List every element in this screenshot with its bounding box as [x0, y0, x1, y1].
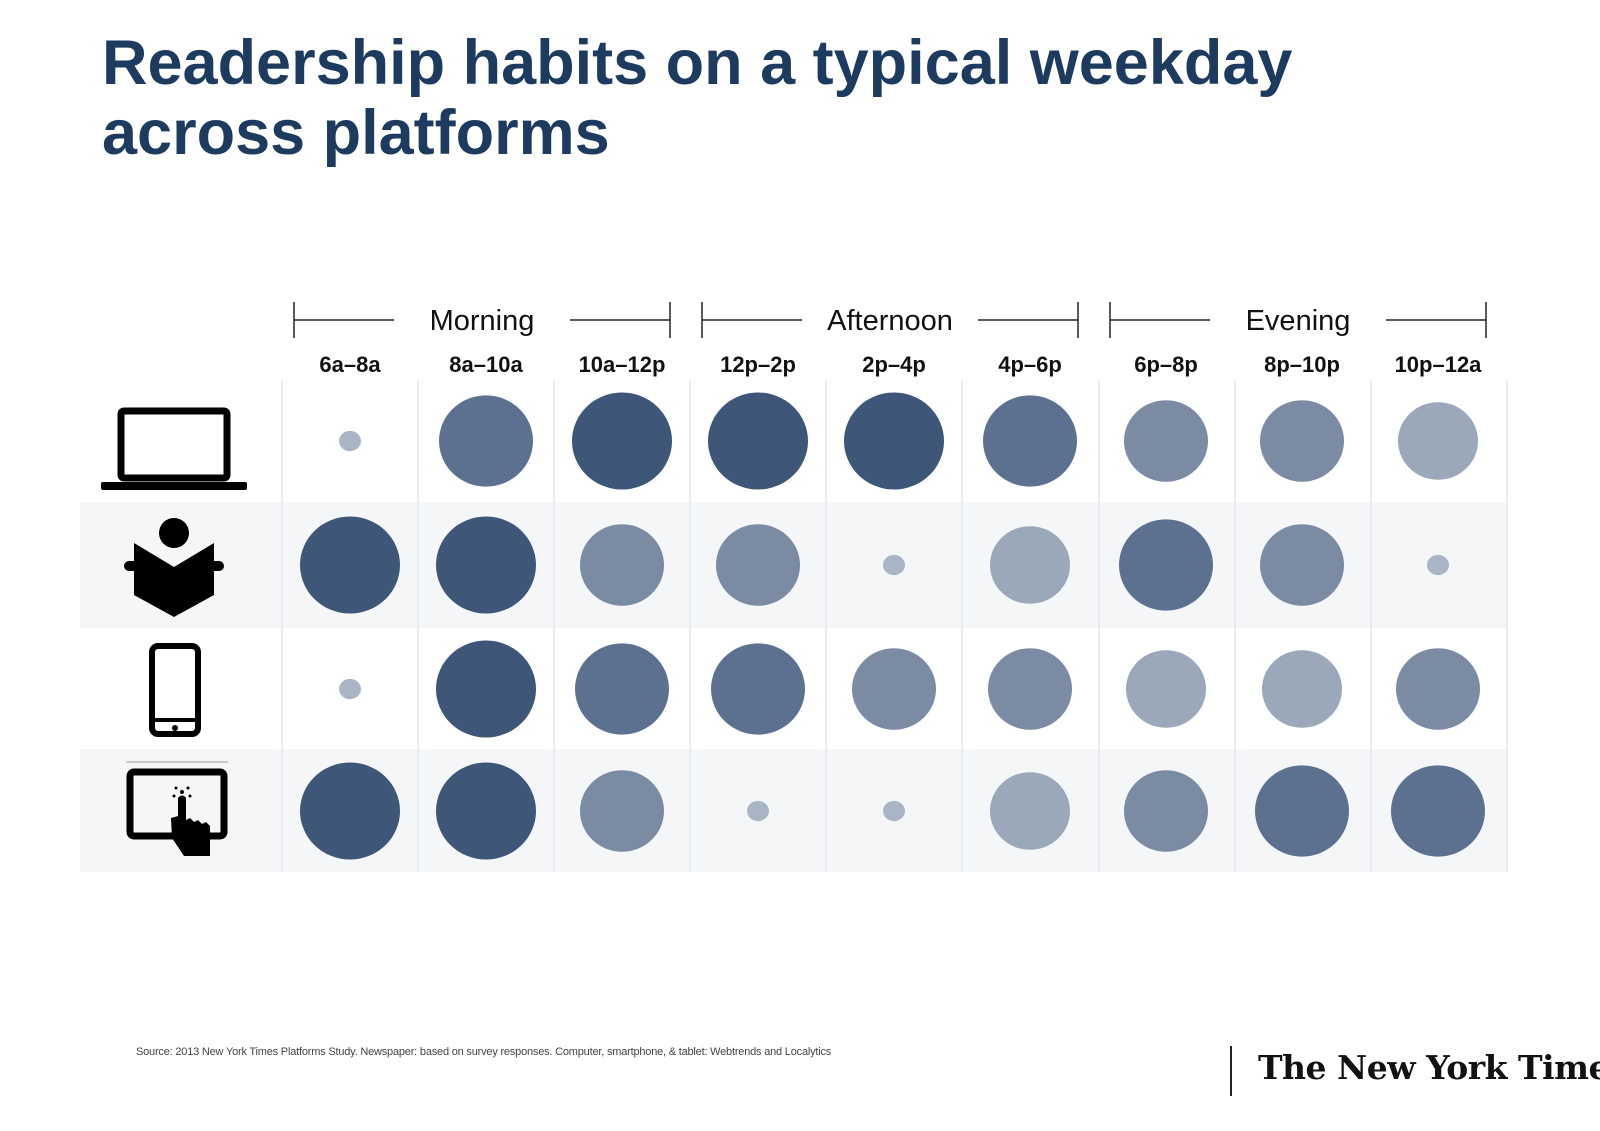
bubble-newspaper-6 [1119, 519, 1213, 611]
bubble-smartphone-2 [575, 643, 669, 735]
bubble-smartphone-6 [1126, 650, 1206, 728]
bubble-computer-1 [439, 395, 533, 487]
column-dividers [281, 381, 1508, 872]
nyt-logo: The New York Times [1258, 1048, 1600, 1087]
bubble-newspaper-3 [716, 524, 800, 606]
source-note: Source: 2013 New York Times Platforms St… [136, 1046, 832, 1058]
time-slot-label: 2p–4p [862, 352, 926, 377]
group-bracket-afternoon: Afternoon [701, 302, 1079, 338]
bubble-computer-8 [1398, 402, 1478, 480]
bubble-smartphone-0 [339, 678, 361, 700]
time-slot-label: 8p–10p [1264, 352, 1340, 377]
group-label-morning: Morning [430, 305, 535, 337]
bubble-smartphone-4 [852, 648, 936, 730]
tablet-icon [126, 761, 228, 856]
group-bracket-evening: Evening [1109, 302, 1487, 338]
bubble-computer-5 [983, 395, 1077, 487]
time-slot-label: 10a–12p [579, 352, 666, 377]
bubble-smartphone-8 [1396, 648, 1480, 730]
bubble-tablet-4 [883, 800, 905, 822]
time-slot-label: 6a–8a [319, 352, 381, 377]
bubble-computer-4 [844, 392, 944, 490]
bubble-newspaper-8 [1427, 554, 1449, 576]
group-brackets: Morning Afternoon Evening [293, 302, 1487, 338]
group-label-afternoon: Afternoon [827, 305, 953, 337]
bubble-tablet-1 [436, 762, 536, 860]
newspaper-reader-icon [124, 518, 224, 617]
bubble-computer-0 [339, 430, 361, 452]
group-bracket-morning: Morning [293, 302, 671, 338]
time-slot-labels: 6a–8a 8a–10a 10a–12p 12p–2p 2p–4p 4p–6p 6p–8p 8… [319, 352, 1482, 377]
bubble-newspaper-2 [580, 524, 664, 606]
bubble-tablet-8 [1391, 765, 1485, 857]
page-title: Readership habits on a typical weekday a… [102, 28, 1293, 168]
bubble-newspaper-1 [436, 516, 536, 614]
bubble-newspaper-5 [990, 526, 1070, 604]
bubble-smartphone-1 [436, 640, 536, 738]
bubble-tablet-0 [300, 762, 400, 860]
smartphone-icon [149, 643, 201, 737]
bubble-tablet-2 [580, 770, 664, 852]
bubble-tablet-3 [747, 800, 769, 822]
bubble-newspaper-7 [1260, 524, 1344, 606]
group-label-evening: Evening [1246, 305, 1351, 337]
bubble-newspaper-0 [300, 516, 400, 614]
time-slot-label: 12p–2p [720, 352, 796, 377]
bubble-computer-6 [1124, 400, 1208, 482]
bubbles [300, 392, 1485, 860]
bubble-smartphone-5 [988, 648, 1072, 730]
laptop-icon [101, 407, 247, 490]
logo-divider [1230, 1046, 1232, 1096]
bubble-newspaper-4 [883, 554, 905, 576]
time-slot-label: 10p–12a [1395, 352, 1483, 377]
bubble-tablet-6 [1124, 770, 1208, 852]
bubble-computer-7 [1260, 400, 1344, 482]
time-slot-label: 4p–6p [998, 352, 1062, 377]
bubble-smartphone-3 [711, 643, 805, 735]
time-slot-label: 6p–8p [1134, 352, 1198, 377]
bubble-computer-3 [708, 392, 808, 490]
bubble-tablet-5 [990, 772, 1070, 850]
time-slot-label: 8a–10a [449, 352, 523, 377]
bubble-smartphone-7 [1262, 650, 1342, 728]
bubble-computer-2 [572, 392, 672, 490]
bubble-tablet-7 [1255, 765, 1349, 857]
